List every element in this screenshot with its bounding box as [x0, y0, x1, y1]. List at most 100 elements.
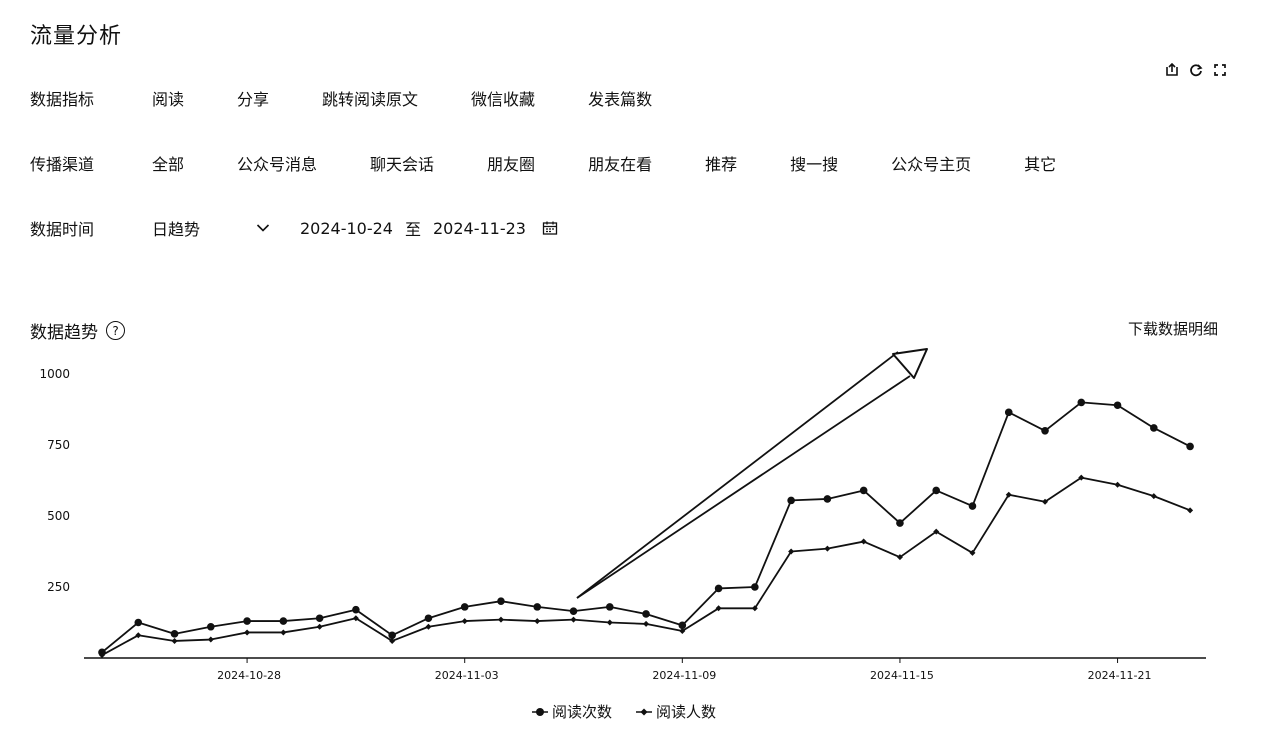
channel-option-all[interactable]: 全部 [152, 155, 185, 174]
x-tick-label: 2024-10-28 [217, 669, 281, 682]
data-point-reads[interactable] [859, 486, 868, 495]
y-tick-label: 750 [47, 438, 70, 452]
metric-option-read[interactable]: 阅读 [152, 90, 185, 109]
data-point-readers[interactable] [1005, 491, 1012, 498]
channel-filter-row: 传播渠道 全部 公众号消息 聊天会话 朋友圈 朋友在看 推荐 搜一搜 公众号主页… [30, 151, 1056, 175]
data-point-reads[interactable] [352, 605, 360, 614]
data-point-readers[interactable] [207, 636, 214, 643]
granularity-select[interactable]: 日趋势 [152, 216, 270, 240]
channel-option-chat[interactable]: 聊天会话 [370, 155, 435, 174]
toolbar [1164, 62, 1228, 78]
help-icon[interactable]: ? [106, 321, 125, 340]
data-point-reads[interactable] [1150, 424, 1158, 432]
channel-filter-label: 传播渠道 [30, 155, 95, 174]
data-point-reads[interactable] [388, 631, 396, 640]
channel-option-recommend[interactable]: 推荐 [705, 155, 738, 174]
data-point-reads[interactable] [823, 495, 832, 503]
metric-option-publish-count[interactable]: 发表篇数 [588, 90, 653, 109]
channel-option-other[interactable]: 其它 [1024, 155, 1057, 174]
data-point-reads[interactable] [1004, 408, 1013, 417]
data-point-readers[interactable] [99, 652, 105, 659]
calendar-icon[interactable] [542, 220, 558, 236]
data-point-readers[interactable] [751, 605, 758, 612]
legend-marker-diamond [640, 708, 648, 716]
data-point-readers[interactable] [1078, 474, 1085, 481]
channel-option-account-home[interactable]: 公众号主页 [891, 155, 972, 174]
data-point-readers[interactable] [1150, 493, 1157, 500]
y-tick-label: 250 [47, 580, 70, 594]
data-point-readers[interactable] [1042, 498, 1049, 505]
data-point-readers[interactable] [316, 623, 323, 630]
data-point-reads[interactable] [968, 502, 977, 510]
channel-option-friends-watching[interactable]: 朋友在看 [588, 155, 653, 174]
data-point-readers[interactable] [461, 618, 468, 625]
data-point-reads[interactable] [170, 630, 179, 638]
data-point-reads[interactable] [497, 597, 505, 605]
channel-option-search[interactable]: 搜一搜 [790, 155, 839, 174]
data-point-readers[interactable] [171, 637, 178, 644]
data-point-reads[interactable] [533, 603, 542, 611]
data-point-readers[interactable] [788, 548, 795, 555]
data-point-readers[interactable] [896, 554, 903, 561]
data-point-reads[interactable] [751, 583, 759, 591]
data-point-readers[interactable] [933, 528, 940, 535]
data-point-readers[interactable] [425, 623, 432, 630]
data-point-reads[interactable] [279, 617, 288, 625]
data-point-reads[interactable] [1077, 398, 1086, 407]
metric-option-wechat-favorite[interactable]: 微信收藏 [471, 90, 536, 109]
data-point-readers[interactable] [570, 616, 577, 623]
data-point-readers[interactable] [534, 618, 541, 625]
start-date[interactable]: 2024-10-24 [300, 218, 393, 238]
data-point-readers[interactable] [643, 620, 650, 627]
data-point-reads[interactable] [315, 614, 324, 623]
data-point-reads[interactable] [207, 622, 215, 631]
data-point-readers[interactable] [1187, 507, 1194, 514]
channel-option-moments[interactable]: 朋友圈 [487, 155, 536, 174]
data-point-reads[interactable] [714, 584, 723, 593]
export-icon[interactable] [1164, 62, 1180, 78]
data-point-reads[interactable] [605, 603, 614, 611]
data-point-reads[interactable] [569, 607, 578, 615]
expand-icon[interactable] [1212, 62, 1228, 78]
y-tick-label: 500 [47, 509, 70, 523]
data-point-reads[interactable] [460, 603, 469, 611]
metric-option-read-original[interactable]: 跳转阅读原文 [322, 90, 419, 109]
data-point-readers[interactable] [606, 619, 613, 626]
data-point-readers[interactable] [135, 632, 142, 639]
data-point-reads[interactable] [678, 621, 687, 630]
time-filter-label: 数据时间 [30, 220, 95, 239]
data-point-readers[interactable] [969, 549, 976, 556]
data-point-reads[interactable] [424, 614, 433, 623]
data-point-reads[interactable] [134, 618, 143, 627]
data-point-readers[interactable] [860, 538, 867, 545]
data-point-reads[interactable] [787, 496, 795, 505]
data-point-reads[interactable] [1041, 427, 1049, 435]
legend-label[interactable]: 阅读次数 [552, 703, 612, 721]
data-point-readers[interactable] [280, 629, 287, 636]
data-point-readers[interactable] [389, 637, 396, 644]
data-point-readers[interactable] [497, 616, 504, 623]
data-point-readers[interactable] [1114, 481, 1121, 488]
channel-option-account-message[interactable]: 公众号消息 [237, 155, 318, 174]
data-point-reads[interactable] [1186, 442, 1194, 451]
data-point-reads[interactable] [642, 610, 650, 618]
trend-title: 数据趋势 [30, 323, 98, 343]
legend-label[interactable]: 阅读人数 [656, 703, 716, 721]
y-tick-label: 1000 [39, 367, 70, 381]
metric-option-share[interactable]: 分享 [237, 90, 270, 109]
end-date[interactable]: 2024-11-23 [433, 218, 526, 238]
data-point-readers[interactable] [824, 545, 831, 552]
data-point-reads[interactable] [896, 519, 904, 527]
legend-marker-circle [536, 708, 544, 716]
refresh-icon[interactable] [1188, 62, 1204, 78]
data-point-reads[interactable] [243, 617, 251, 625]
data-point-readers[interactable] [679, 628, 686, 635]
data-point-readers[interactable] [352, 615, 359, 622]
data-point-reads[interactable] [1113, 401, 1122, 410]
data-point-reads[interactable] [932, 486, 941, 495]
data-point-readers[interactable] [715, 605, 722, 612]
time-filter-row: 数据时间 日趋势 2024-10-24 至 2024-11-23 [30, 216, 558, 240]
data-point-readers[interactable] [244, 629, 251, 636]
download-data-link[interactable]: 下载数据明细 [1127, 320, 1218, 338]
x-tick-label: 2024-11-21 [1088, 669, 1152, 682]
